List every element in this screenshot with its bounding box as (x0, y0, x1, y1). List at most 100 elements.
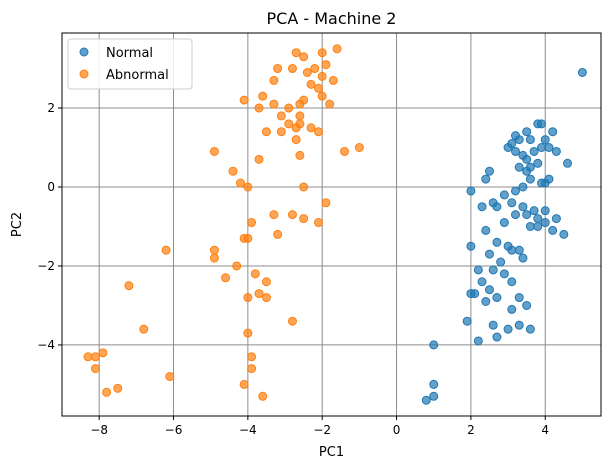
abnormal-point (243, 293, 253, 303)
abnormal-point (313, 218, 323, 228)
normal-point (462, 316, 472, 326)
normal-point (540, 218, 550, 228)
normal-point (522, 300, 532, 310)
abnormal-point (247, 364, 257, 374)
abnormal-point (258, 91, 268, 101)
abnormal-point (254, 289, 264, 299)
abnormal-point (98, 348, 108, 358)
normal-point (481, 225, 491, 235)
x-tick-label: 2 (467, 423, 475, 437)
normal-point (525, 221, 535, 231)
abnormal-point (332, 44, 342, 54)
normal-point (507, 304, 517, 314)
abnormal-point (139, 324, 149, 334)
abnormal-point (354, 143, 364, 153)
normal-point (484, 249, 494, 259)
abnormal-point (269, 75, 279, 85)
abnormal-point (261, 293, 271, 303)
normal-point (466, 186, 476, 196)
abnormal-point (254, 103, 264, 113)
abnormal-point (295, 150, 305, 160)
abnormal-point (287, 64, 297, 74)
legend-box (67, 38, 193, 90)
x-axis-label: PC1 (319, 445, 344, 460)
normal-point (559, 229, 569, 239)
abnormal-point (243, 328, 253, 338)
abnormal-point (317, 91, 327, 101)
abnormal-point (261, 127, 271, 137)
normal-point (533, 158, 543, 168)
abnormal-point (90, 364, 100, 374)
y-tick-label: 0 (47, 180, 55, 194)
y-tick-label: −2 (37, 259, 55, 273)
normal-point (507, 198, 517, 208)
normal-point (563, 158, 573, 168)
x-tick-label: −2 (313, 423, 331, 437)
normal-point (548, 127, 558, 137)
abnormal-point (235, 178, 245, 188)
x-tick-label: −8 (90, 423, 108, 437)
normal-point (477, 202, 487, 212)
normal-point (503, 143, 513, 153)
abnormal-point (232, 261, 242, 271)
abnormal-point (299, 214, 309, 224)
abnormal-point (276, 127, 286, 137)
abnormal-point (247, 352, 257, 362)
legend-marker-normal (79, 47, 89, 57)
normal-point (518, 253, 528, 263)
series-normal (421, 67, 587, 405)
scatter-points (83, 44, 587, 405)
abnormal-point (247, 218, 257, 228)
abnormal-point (209, 146, 219, 156)
abnormal-point (228, 166, 238, 176)
abnormal-point (209, 245, 219, 255)
x-tick-label: 4 (541, 423, 549, 437)
abnormal-point (276, 111, 286, 121)
abnormal-point (221, 273, 231, 283)
abnormal-point (340, 146, 350, 156)
normal-point (492, 332, 502, 342)
abnormal-point (273, 64, 283, 74)
normal-point (525, 135, 535, 145)
abnormal-point (291, 135, 301, 145)
normal-point (481, 296, 491, 306)
normal-point (484, 166, 494, 176)
normal-point (429, 340, 439, 350)
abnormal-point (254, 154, 264, 164)
chart-title: PCA - Machine 2 (267, 9, 397, 28)
abnormal-point (313, 127, 323, 137)
y-axis-label: PC2 (10, 212, 25, 237)
normal-point (525, 162, 535, 172)
normal-point (540, 135, 550, 145)
abnormal-point (295, 99, 305, 109)
y-axis-ticks: −4 −2 0 2 (37, 101, 62, 352)
abnormal-point (284, 103, 294, 113)
normal-point (488, 320, 498, 330)
normal-point (499, 190, 509, 200)
normal-point (473, 265, 483, 275)
abnormal-point (239, 95, 249, 105)
abnormal-point (313, 83, 323, 93)
normal-point (511, 186, 521, 196)
abnormal-point (239, 379, 249, 389)
y-tick-label: −4 (37, 338, 55, 352)
normal-point (507, 245, 517, 255)
abnormal-point (243, 182, 253, 192)
abnormal-point (102, 387, 112, 397)
abnormal-point (287, 316, 297, 326)
abnormal-point (209, 253, 219, 263)
normal-point (496, 257, 506, 267)
normal-point (499, 269, 509, 279)
abnormal-point (124, 281, 134, 291)
normal-point (548, 225, 558, 235)
normal-point (577, 67, 587, 77)
abnormal-point (113, 383, 123, 393)
normal-point (492, 293, 502, 303)
normal-point (473, 336, 483, 346)
normal-point (540, 206, 550, 216)
abnormal-point (310, 64, 320, 74)
abnormal-point (90, 352, 100, 362)
abnormal-point (258, 391, 268, 401)
normal-point (537, 143, 547, 153)
